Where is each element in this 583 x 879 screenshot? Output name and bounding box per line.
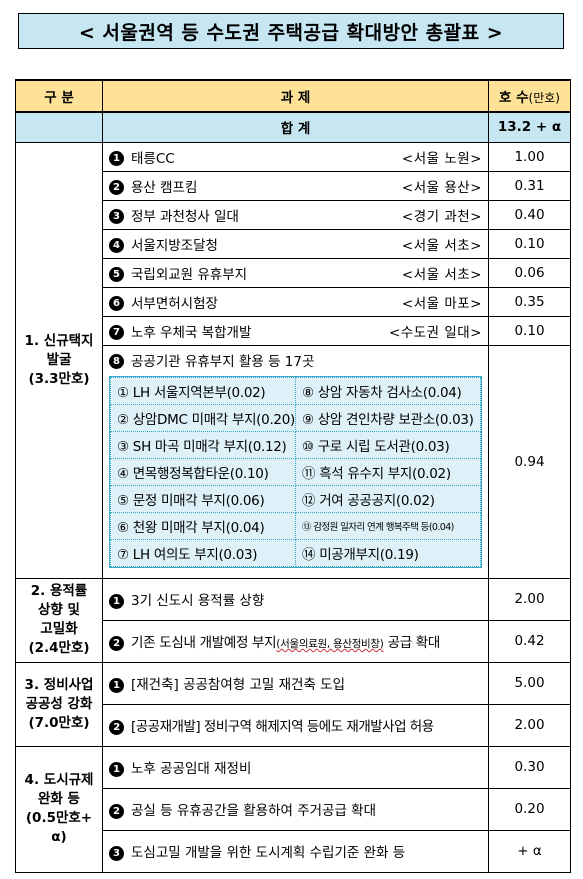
table-row: 2 용산 캠프킴 <서울 용산> 0.31: [16, 170, 571, 201]
summary-table: 구 분 과 제 호 수(만호) 합 계 13.2 + α 1. 신규택지 발굴 (3…: [15, 79, 571, 873]
table-row: 2 기존 도심내 개발예정 부지(서울의료원, 용산정비창) 공급 확대 0.42: [16, 619, 571, 663]
group-2-label: 2. 용적률 상향 및 고밀화 (2.4만호): [15, 577, 103, 663]
group-3-label: 3. 정비사업 공공성 강화 (7.0만호): [15, 661, 103, 747]
table-row: 1. 신규택지 발굴 (3.3만호) 1 태릉CC <서울 노원> 1.00: [15, 141, 571, 579]
sub-item-box: ① LH 서울지역본부(0.02) ⑧ 상암 자동차 검사소(0.04) ② 상암…: [109, 375, 482, 568]
table-row: 3. 정비사업 공공성 강화 (7.0만호) 1 [재건축] 공공참여형 고밀 재건축…: [15, 661, 571, 747]
table-row: 7 노후 우체국 복합개발 <수도권 일대> 0.10: [16, 315, 571, 346]
header-category: 구 분: [15, 79, 103, 113]
page-title: < 서울권역 등 수도권 주택공급 확대방안 총괄표 >: [18, 13, 564, 49]
table-row: 2 공실 등 유휴공간을 활용하여 주거공급 확대 0.20: [16, 787, 571, 831]
number-badge: 1: [109, 151, 124, 166]
header-units: 호 수(만호): [488, 79, 571, 113]
table-row: 3 도심고밀 개발을 위한 도시계획 수립기준 완화 등 + α: [16, 829, 571, 873]
table-row: 8 공공기관 유휴부지 활용 등 17곳 ① LH 서울지역본부(0.02) ⑧ 상…: [16, 344, 571, 579]
table-row: 2 [공공재개발] 정비구역 해제지역 등에도 재개발사업 허용 2.00: [16, 703, 571, 747]
table-row: 6 서부면허시험장 <서울 마포> 0.35: [16, 286, 571, 317]
total-value: 13.2 + α: [488, 111, 571, 143]
table-row: 4. 도시규제 완화 등 (0.5만호+ α) 1 노후 공공임대 재정비 0.30: [15, 745, 571, 873]
table-row: 4 서울지방조달청 <서울 서초> 0.10: [16, 228, 571, 259]
group-1-label: 1. 신규택지 발굴 (3.3만호): [15, 141, 103, 579]
header-task: 과 제: [102, 79, 489, 113]
total-label: 합 계: [102, 111, 489, 143]
total-row: 합 계 13.2 + α: [15, 111, 571, 143]
table-row: 2. 용적률 상향 및 고밀화 (2.4만호) 1 3기 신도시 용적률 상향 2.00: [15, 577, 571, 663]
table-header-row: 구 분 과 제 호 수(만호): [15, 79, 571, 113]
group-4-label: 4. 도시규제 완화 등 (0.5만호+ α): [15, 745, 103, 873]
table-row: 5 국립외교원 유휴부지 <서울 서초> 0.06: [16, 257, 571, 288]
